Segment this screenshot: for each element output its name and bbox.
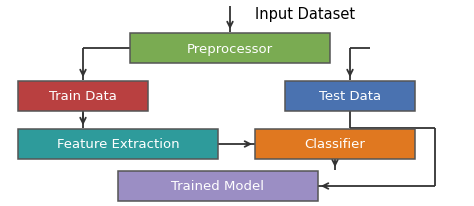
Text: Preprocessor: Preprocessor xyxy=(187,42,273,55)
Text: Trained Model: Trained Model xyxy=(172,180,264,193)
FancyBboxPatch shape xyxy=(18,129,218,159)
Text: Classifier: Classifier xyxy=(305,138,365,151)
Text: Train Data: Train Data xyxy=(49,90,117,103)
FancyBboxPatch shape xyxy=(285,82,415,111)
FancyBboxPatch shape xyxy=(118,171,318,201)
Text: Input Dataset: Input Dataset xyxy=(255,6,355,21)
Text: Feature Extraction: Feature Extraction xyxy=(57,138,179,151)
FancyBboxPatch shape xyxy=(130,34,330,64)
Text: Test Data: Test Data xyxy=(319,90,381,103)
FancyBboxPatch shape xyxy=(255,129,415,159)
FancyBboxPatch shape xyxy=(18,82,148,111)
